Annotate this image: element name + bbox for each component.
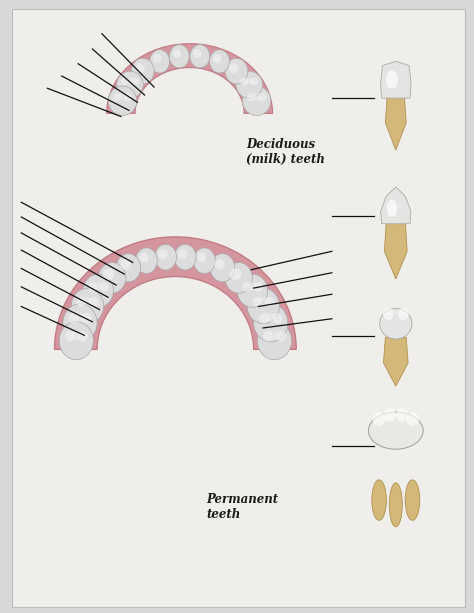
Text: Permanent
teeth: Permanent teeth <box>206 493 278 522</box>
Ellipse shape <box>173 49 181 58</box>
Ellipse shape <box>383 308 393 320</box>
Ellipse shape <box>135 63 145 73</box>
Ellipse shape <box>121 78 129 85</box>
Ellipse shape <box>258 93 266 101</box>
Ellipse shape <box>247 288 279 324</box>
Ellipse shape <box>63 304 97 342</box>
Ellipse shape <box>197 253 206 262</box>
Ellipse shape <box>386 70 398 89</box>
Ellipse shape <box>88 282 97 291</box>
Ellipse shape <box>83 274 113 307</box>
Polygon shape <box>55 237 296 349</box>
Ellipse shape <box>113 93 121 101</box>
Ellipse shape <box>373 413 385 426</box>
Ellipse shape <box>213 54 221 63</box>
Ellipse shape <box>108 86 137 115</box>
Ellipse shape <box>396 408 408 422</box>
Polygon shape <box>381 187 411 224</box>
Ellipse shape <box>214 259 225 270</box>
Ellipse shape <box>158 249 168 259</box>
Ellipse shape <box>225 58 248 84</box>
Ellipse shape <box>210 254 235 282</box>
Ellipse shape <box>383 408 396 422</box>
Ellipse shape <box>193 49 201 58</box>
Ellipse shape <box>380 308 412 339</box>
Ellipse shape <box>250 78 258 85</box>
Ellipse shape <box>83 297 92 305</box>
Ellipse shape <box>276 331 286 341</box>
Ellipse shape <box>266 313 275 322</box>
Ellipse shape <box>139 253 148 262</box>
Ellipse shape <box>118 93 127 101</box>
Ellipse shape <box>78 331 88 341</box>
Ellipse shape <box>229 63 238 73</box>
Ellipse shape <box>94 282 102 291</box>
Ellipse shape <box>236 71 263 98</box>
Ellipse shape <box>126 78 134 85</box>
Ellipse shape <box>116 254 141 282</box>
Ellipse shape <box>254 282 263 291</box>
Ellipse shape <box>253 93 261 101</box>
Ellipse shape <box>387 200 397 217</box>
Ellipse shape <box>254 304 288 342</box>
Ellipse shape <box>64 331 75 341</box>
Ellipse shape <box>103 268 115 280</box>
Ellipse shape <box>242 282 251 291</box>
Ellipse shape <box>229 268 241 280</box>
Ellipse shape <box>389 483 402 527</box>
Ellipse shape <box>120 259 130 270</box>
Ellipse shape <box>178 249 187 259</box>
Polygon shape <box>384 221 407 279</box>
Ellipse shape <box>98 262 126 293</box>
Ellipse shape <box>72 288 104 324</box>
Ellipse shape <box>263 331 273 341</box>
Polygon shape <box>383 337 408 386</box>
Ellipse shape <box>131 78 139 85</box>
Ellipse shape <box>247 93 255 101</box>
Ellipse shape <box>131 58 154 84</box>
Polygon shape <box>381 61 411 98</box>
Ellipse shape <box>117 71 143 98</box>
Ellipse shape <box>372 480 386 520</box>
Ellipse shape <box>150 50 170 73</box>
Ellipse shape <box>155 245 176 270</box>
Ellipse shape <box>368 412 423 449</box>
Text: Deciduous
(milk) teeth: Deciduous (milk) teeth <box>246 138 325 166</box>
Ellipse shape <box>270 330 279 340</box>
Polygon shape <box>385 95 406 150</box>
Ellipse shape <box>153 54 162 63</box>
Ellipse shape <box>246 78 253 85</box>
Ellipse shape <box>252 297 262 306</box>
Ellipse shape <box>136 248 157 273</box>
Ellipse shape <box>240 78 248 85</box>
Ellipse shape <box>100 282 109 291</box>
Ellipse shape <box>259 313 269 324</box>
Ellipse shape <box>259 297 268 305</box>
Ellipse shape <box>190 45 210 68</box>
Ellipse shape <box>237 274 268 307</box>
Ellipse shape <box>264 297 274 306</box>
Ellipse shape <box>75 313 85 322</box>
Ellipse shape <box>76 297 86 306</box>
Ellipse shape <box>405 480 420 520</box>
Ellipse shape <box>169 45 189 68</box>
Ellipse shape <box>225 262 253 293</box>
Ellipse shape <box>243 86 271 115</box>
Ellipse shape <box>82 313 91 324</box>
Ellipse shape <box>257 322 292 360</box>
Ellipse shape <box>124 93 132 101</box>
Ellipse shape <box>210 50 229 73</box>
Ellipse shape <box>174 245 196 270</box>
Ellipse shape <box>89 297 99 306</box>
FancyBboxPatch shape <box>12 9 465 607</box>
Polygon shape <box>107 44 273 113</box>
Ellipse shape <box>193 248 215 273</box>
Ellipse shape <box>398 308 409 320</box>
Ellipse shape <box>248 282 257 291</box>
Ellipse shape <box>72 330 81 340</box>
Ellipse shape <box>272 313 283 324</box>
Ellipse shape <box>59 322 93 360</box>
Ellipse shape <box>406 413 419 426</box>
Ellipse shape <box>68 313 79 324</box>
